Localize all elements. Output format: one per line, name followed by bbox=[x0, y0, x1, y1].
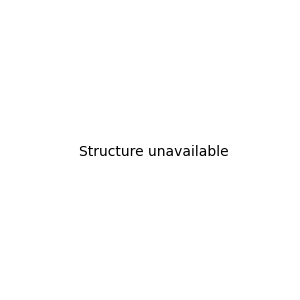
Text: Structure unavailable: Structure unavailable bbox=[79, 145, 229, 158]
